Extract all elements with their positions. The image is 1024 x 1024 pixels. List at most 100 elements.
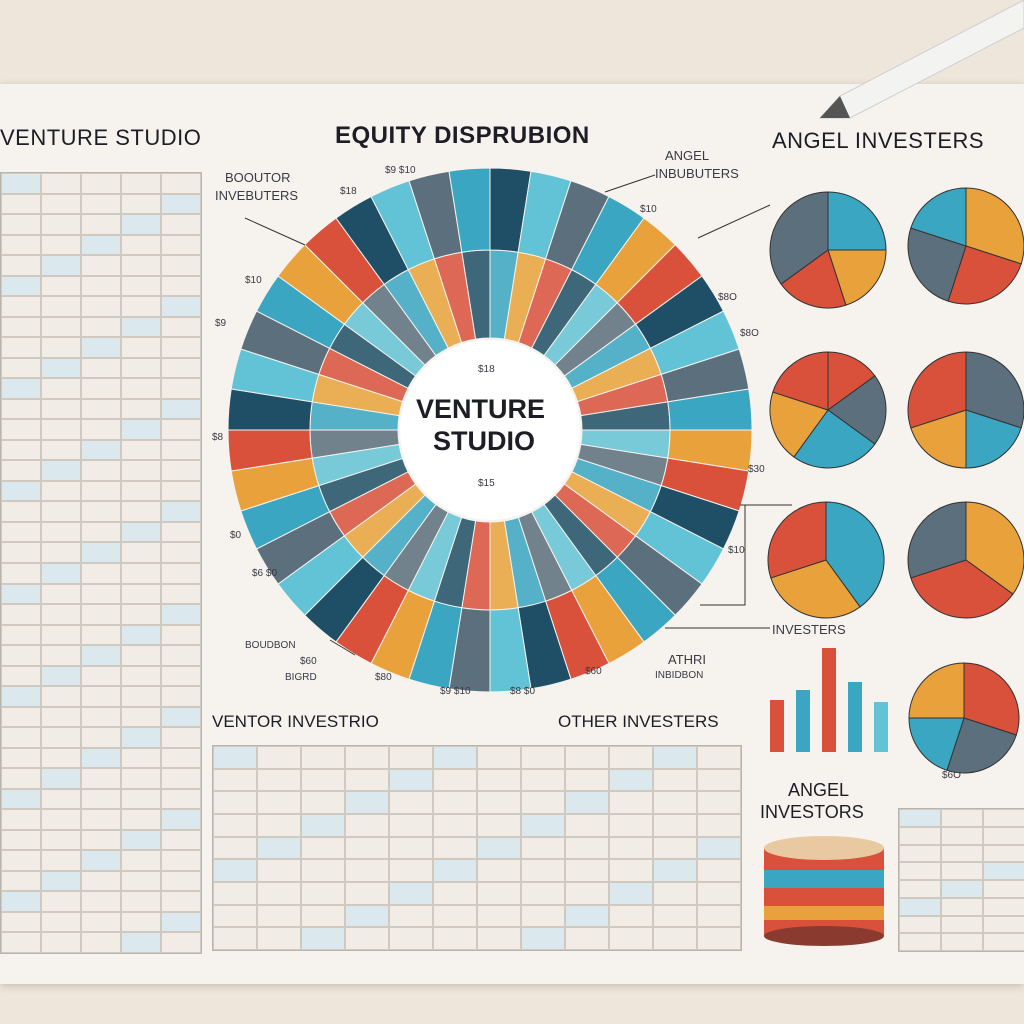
table-cell — [389, 882, 433, 905]
value-label: $80 — [375, 672, 392, 683]
table-cell — [609, 904, 653, 928]
table-cell — [899, 915, 941, 934]
table-cell — [983, 809, 1024, 827]
table-cell — [941, 915, 983, 934]
table-cell — [121, 932, 161, 953]
table-cell — [1, 255, 41, 276]
table-cell — [81, 316, 121, 338]
table-cell — [1, 604, 41, 625]
table-cell — [899, 826, 941, 845]
table-cell — [565, 768, 609, 792]
table-cell — [433, 768, 477, 792]
table-cell — [81, 193, 121, 215]
table-cell — [213, 814, 257, 837]
table-cell — [983, 915, 1024, 934]
table-cell — [81, 234, 121, 256]
table-cell — [653, 927, 697, 950]
bar — [796, 690, 810, 752]
table-cell — [41, 419, 81, 440]
table-cell — [345, 904, 389, 928]
table-cell — [81, 911, 121, 933]
left-data-table — [0, 172, 202, 954]
table-cell — [521, 836, 565, 860]
table-cell — [41, 214, 81, 235]
table-cell — [345, 882, 389, 905]
table-cell — [899, 897, 941, 916]
table-cell — [121, 624, 161, 646]
table-cell — [521, 768, 565, 792]
center-top-value: $18 — [478, 364, 495, 375]
table-cell — [121, 747, 161, 769]
table-cell — [41, 316, 81, 338]
pie-slice — [910, 409, 967, 469]
table-cell — [41, 460, 81, 481]
table-cell — [81, 870, 121, 892]
venture-investing-label: VENTOR INVESTRIO — [212, 712, 379, 731]
pie-slice — [947, 245, 1022, 305]
table-cell — [257, 746, 301, 769]
table-cell — [41, 645, 81, 666]
table-cell — [161, 583, 201, 605]
table-cell — [1, 275, 41, 297]
table-cell — [121, 501, 161, 522]
table-cell — [301, 768, 345, 792]
equity-sunburst-chart — [227, 167, 753, 693]
bar — [822, 648, 836, 752]
table-cell — [81, 829, 121, 851]
callout-bottom-left-2: BIGRD — [285, 672, 317, 683]
table-cell — [41, 932, 81, 953]
table-cell — [81, 932, 121, 953]
table-cell — [161, 275, 201, 297]
table-cell — [521, 859, 565, 882]
table-cell — [81, 624, 121, 646]
table-cell — [41, 870, 81, 892]
table-cell — [345, 791, 389, 814]
table-cell — [1, 665, 41, 687]
table-cell — [213, 768, 257, 792]
value-label: $9 $10 — [440, 686, 471, 697]
table-cell — [257, 904, 301, 928]
table-cell — [609, 927, 653, 950]
table-cell — [161, 850, 201, 871]
value-label: $6O — [942, 770, 961, 781]
sunburst-segment — [448, 167, 491, 253]
table-cell — [161, 357, 201, 379]
table-cell — [433, 814, 477, 837]
table-cell — [81, 563, 121, 584]
table-cell — [41, 911, 81, 933]
table-cell — [81, 439, 121, 461]
table-cell — [41, 891, 81, 912]
table-cell — [161, 563, 201, 584]
pie-slice — [965, 409, 1022, 469]
table-cell — [121, 604, 161, 625]
right-data-table — [898, 808, 1024, 952]
pie-slice — [910, 559, 1014, 619]
table-cell — [697, 791, 741, 814]
pie-slice — [963, 662, 1020, 736]
table-cell — [389, 859, 433, 882]
table-cell — [609, 791, 653, 814]
table-cell — [1, 439, 41, 461]
table-cell — [121, 870, 161, 892]
callout-top-right-1: ANGEL — [665, 148, 710, 163]
table-cell — [1, 768, 41, 789]
pie-slice — [827, 351, 876, 411]
table-cell — [161, 542, 201, 563]
venture-studio-title: VENTURE STUDIO — [0, 125, 202, 150]
value-label: $9 $10 — [385, 165, 416, 176]
table-cell — [81, 460, 121, 481]
table-cell — [81, 214, 121, 235]
table-cell — [983, 826, 1024, 845]
value-label: $8 — [212, 432, 224, 443]
table-cell — [345, 927, 389, 950]
table-cell — [1, 542, 41, 563]
table-cell — [121, 521, 161, 543]
table-cell — [161, 501, 201, 522]
table-cell — [161, 398, 201, 420]
table-cell — [1, 829, 41, 851]
other-investers-label: OTHER INVESTERS — [558, 712, 719, 731]
table-cell — [121, 439, 161, 461]
table-cell — [161, 173, 201, 194]
pencil-icon — [818, 0, 1024, 119]
